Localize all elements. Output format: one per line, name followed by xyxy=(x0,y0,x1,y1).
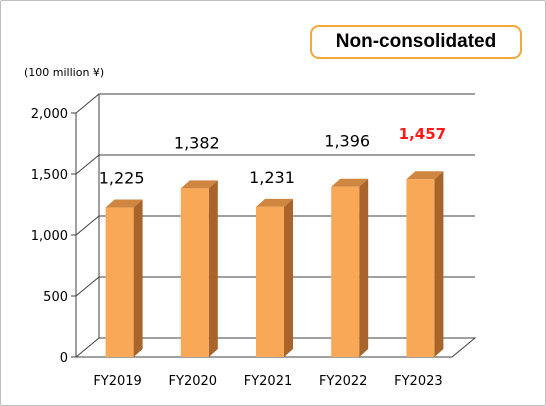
chart-bars xyxy=(105,171,444,357)
y-tick-label: 0 xyxy=(60,351,68,366)
bar-top xyxy=(105,199,143,208)
bar-side xyxy=(359,178,369,357)
y-tick-label: 1,500 xyxy=(31,168,68,183)
bar-front xyxy=(256,206,284,357)
x-tick-label: FY2021 xyxy=(244,374,293,389)
gridline xyxy=(75,154,475,175)
bar-side xyxy=(208,180,218,357)
bar-top xyxy=(331,178,369,187)
x-tick-label: FY2023 xyxy=(394,374,443,389)
bar-side xyxy=(284,198,293,357)
chart-labels: 0 500 1,000 1,500 2,000 1,225 FY2019 1,382 FY202… xyxy=(31,107,446,389)
y-tick-label: 1,000 xyxy=(31,229,68,244)
y-tick-label: 500 xyxy=(43,290,68,305)
bar-front xyxy=(406,179,435,357)
bar-fy2019 xyxy=(105,199,143,357)
bar-top xyxy=(256,198,293,207)
y-tick-label: 2,000 xyxy=(31,107,68,122)
bar-front xyxy=(331,186,360,357)
data-label: 1,225 xyxy=(99,169,145,188)
x-tick-label: FY2019 xyxy=(93,374,142,389)
bar-front xyxy=(105,207,134,357)
bar-front xyxy=(180,188,209,357)
bar-top xyxy=(180,180,218,189)
bar-fy2022 xyxy=(331,178,369,357)
gridline xyxy=(75,93,475,114)
bar-side xyxy=(133,199,143,357)
data-label: 1,457 xyxy=(399,125,446,143)
chart-grid xyxy=(71,93,477,358)
unit-label: (100 million ¥) xyxy=(24,66,105,79)
bar-fy2020 xyxy=(180,180,218,357)
x-tick-label: FY2022 xyxy=(319,374,368,389)
data-label: 1,396 xyxy=(324,132,370,151)
data-label: 1,231 xyxy=(249,168,295,187)
bar-side xyxy=(434,171,444,357)
bar-fy2023 xyxy=(406,171,444,357)
non-consolidated-badge: Non-consolidated xyxy=(310,25,522,59)
floor-plane xyxy=(74,337,477,358)
bar-fy2021 xyxy=(256,198,293,357)
bar-top xyxy=(406,171,444,180)
data-label: 1,382 xyxy=(174,133,220,152)
x-tick-label: FY2020 xyxy=(169,374,218,389)
